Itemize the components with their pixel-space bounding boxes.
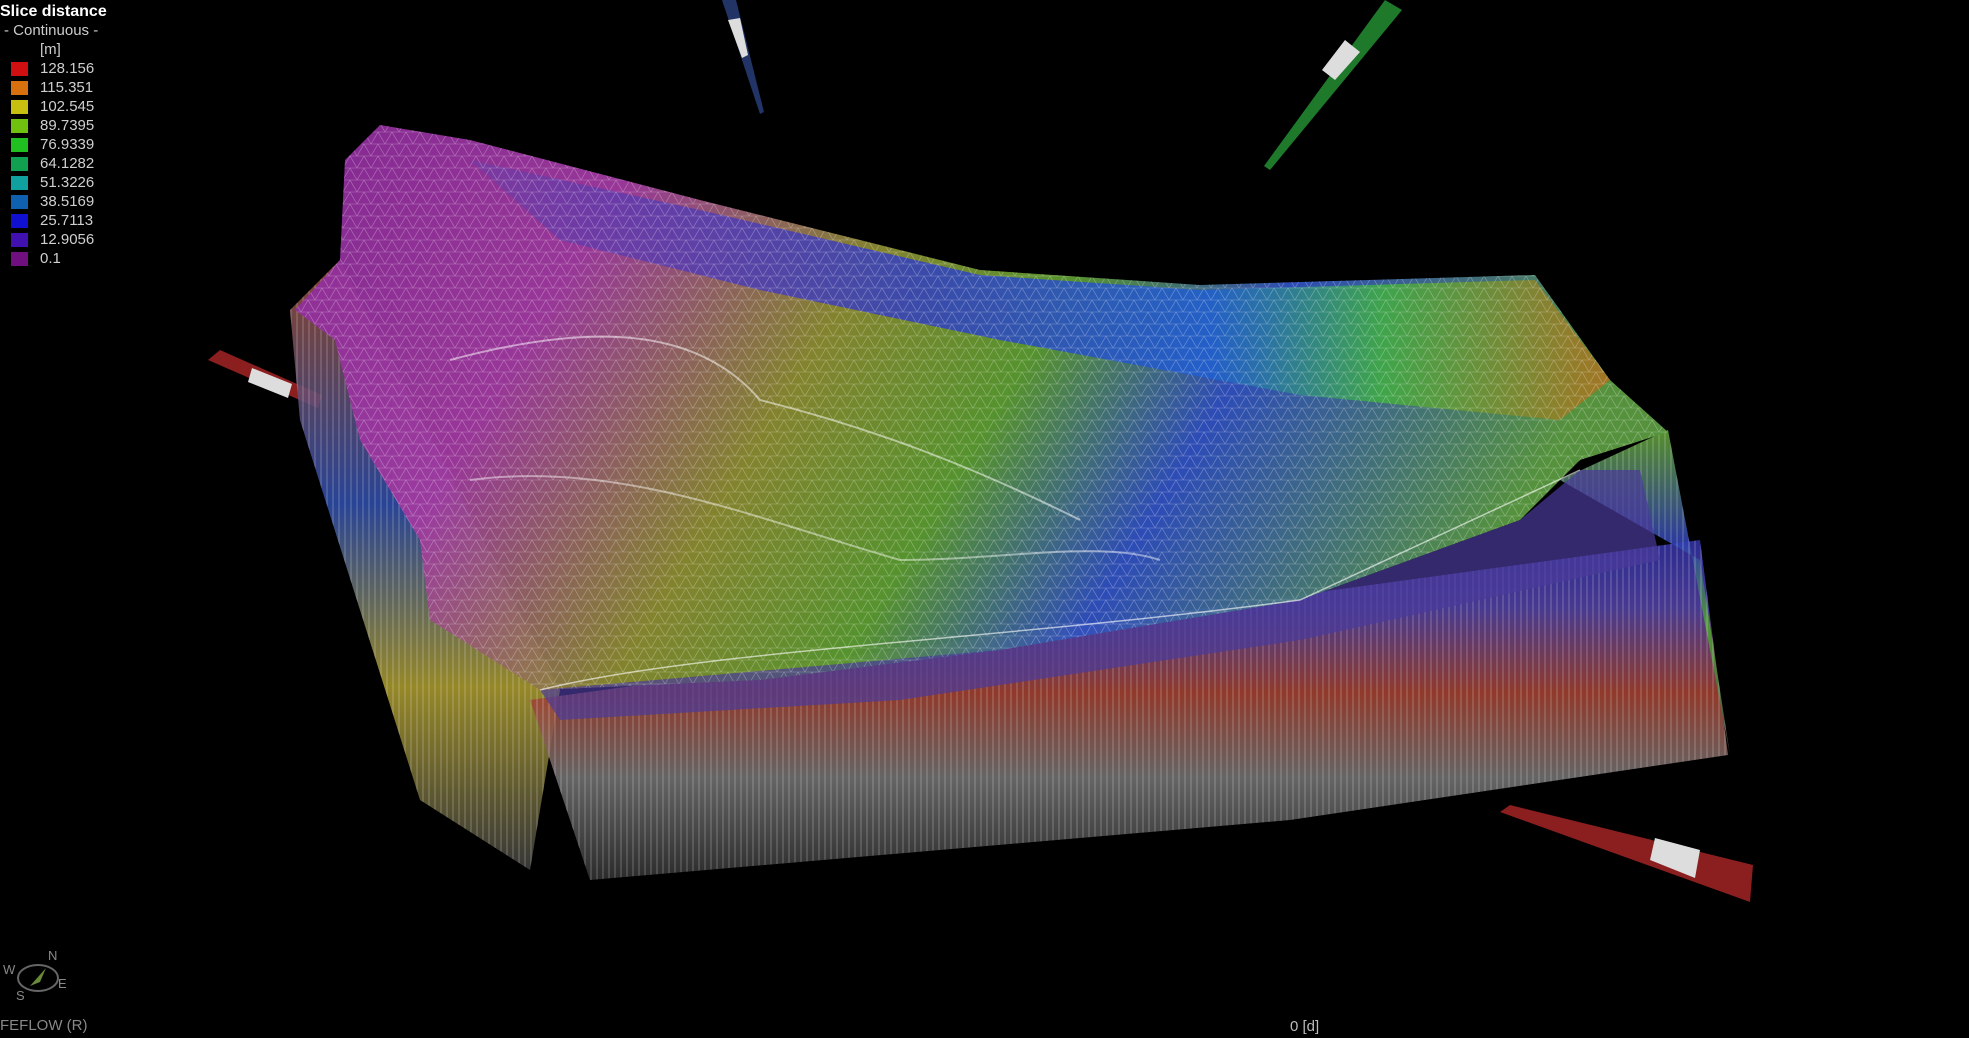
legend-entry: 115.351 bbox=[0, 78, 107, 97]
legend-value: 25.7113 bbox=[40, 212, 94, 229]
compass-widget[interactable]: N S E W bbox=[0, 948, 80, 1008]
legend-value: 38.5169 bbox=[40, 193, 95, 210]
legend-swatch bbox=[11, 175, 28, 190]
legend-swatch bbox=[11, 118, 28, 133]
legend-entry: 51.3226 bbox=[0, 173, 107, 192]
legend-entry: 12.9056 bbox=[0, 230, 107, 249]
legend-entry: 25.7113 bbox=[0, 211, 107, 230]
legend-entry: 38.5169 bbox=[0, 192, 107, 211]
legend-swatch bbox=[11, 99, 28, 114]
legend-value: 102.545 bbox=[40, 98, 95, 115]
legend-entry: 64.1282 bbox=[0, 154, 107, 173]
color-legend: Slice distance - Continuous - [m] 128.15… bbox=[0, 2, 107, 268]
legend-swatch bbox=[11, 80, 28, 95]
legend-swatch bbox=[11, 137, 28, 152]
compass-s: S bbox=[16, 988, 25, 1003]
compass-icon bbox=[17, 964, 59, 992]
legend-value: 0.1 bbox=[40, 250, 61, 267]
legend-title: Slice distance bbox=[0, 3, 107, 20]
mesh-model[interactable] bbox=[290, 125, 1730, 880]
legend-swatch bbox=[11, 213, 28, 228]
legend-entry: 76.9339 bbox=[0, 135, 107, 154]
simulation-time: 0 [d] bbox=[1290, 1018, 1320, 1035]
axis-marker-x-left bbox=[208, 350, 322, 408]
legend-entry: 89.7395 bbox=[0, 116, 107, 135]
legend-swatch bbox=[11, 232, 28, 247]
axis-marker-z-top bbox=[722, 0, 764, 114]
legend-swatch bbox=[11, 156, 28, 171]
legend-entry: 102.545 bbox=[0, 97, 107, 116]
app-name: FEFLOW (R) bbox=[0, 1017, 88, 1034]
legend-value: 51.3226 bbox=[40, 174, 95, 191]
legend-entry: 0.1 bbox=[0, 249, 107, 268]
legend-entry: 128.156 bbox=[0, 59, 107, 78]
compass-w: W bbox=[3, 962, 16, 977]
legend-value: 128.156 bbox=[40, 60, 95, 77]
axis-marker-y-north bbox=[1264, 0, 1402, 170]
legend-value: 12.9056 bbox=[40, 231, 95, 248]
legend-value: 76.9339 bbox=[40, 136, 95, 153]
legend-value: 115.351 bbox=[40, 79, 94, 96]
legend-value: 89.7395 bbox=[40, 117, 95, 134]
axis-marker-x-right bbox=[1500, 805, 1753, 902]
legend-value: 64.1282 bbox=[40, 155, 95, 172]
legend-mode: - Continuous - bbox=[4, 22, 99, 39]
legend-swatch bbox=[11, 251, 28, 266]
legend-unit: [m] bbox=[40, 41, 61, 58]
legend-swatch bbox=[11, 61, 28, 76]
compass-e: E bbox=[58, 976, 67, 991]
compass-n: N bbox=[48, 948, 58, 963]
legend-swatch bbox=[11, 194, 28, 209]
